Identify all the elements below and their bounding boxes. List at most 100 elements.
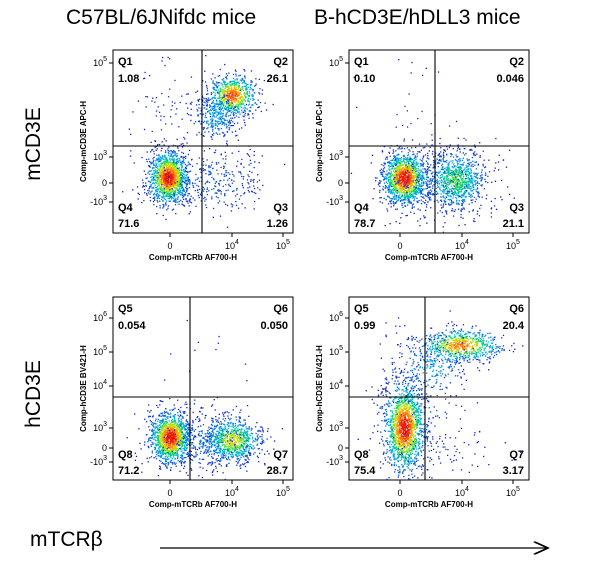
event-point bbox=[186, 93, 188, 95]
event-point bbox=[187, 200, 189, 202]
event-point bbox=[176, 192, 178, 194]
event-point bbox=[162, 156, 164, 158]
event-point bbox=[450, 189, 453, 191]
event-point bbox=[397, 190, 399, 193]
event-point bbox=[173, 193, 175, 195]
event-point bbox=[216, 103, 219, 105]
event-point bbox=[148, 170, 150, 172]
event-point bbox=[395, 167, 397, 169]
event-point bbox=[399, 181, 401, 184]
event-point bbox=[168, 175, 170, 178]
event-point bbox=[187, 182, 189, 184]
event-point bbox=[154, 199, 156, 201]
event-point bbox=[156, 167, 159, 169]
event-point bbox=[157, 189, 159, 191]
event-point bbox=[391, 198, 393, 200]
event-point bbox=[151, 179, 153, 181]
event-point bbox=[457, 202, 459, 204]
event-point bbox=[460, 178, 462, 180]
event-point bbox=[410, 173, 412, 175]
event-point bbox=[404, 165, 407, 168]
event-point bbox=[473, 179, 475, 181]
event-point bbox=[163, 172, 165, 174]
event-point bbox=[458, 169, 460, 172]
event-point bbox=[390, 183, 392, 186]
event-point bbox=[453, 193, 455, 196]
event-point bbox=[221, 83, 223, 85]
event-point bbox=[401, 157, 403, 159]
event-point bbox=[464, 171, 466, 173]
event-point bbox=[182, 178, 184, 180]
event-point bbox=[244, 82, 246, 84]
event-point bbox=[458, 196, 460, 198]
event-point bbox=[247, 95, 249, 97]
event-point bbox=[464, 167, 466, 169]
event-point bbox=[223, 91, 225, 93]
event-point bbox=[467, 165, 469, 167]
event-point bbox=[163, 163, 165, 165]
event-point bbox=[174, 179, 176, 181]
event-point bbox=[440, 181, 442, 183]
event-point bbox=[235, 70, 237, 72]
event-point bbox=[164, 160, 166, 162]
event-point bbox=[395, 174, 397, 177]
event-point bbox=[442, 181, 444, 183]
event-point bbox=[393, 160, 396, 162]
event-point bbox=[182, 176, 184, 178]
event-point bbox=[455, 184, 457, 186]
event-point bbox=[396, 173, 398, 175]
event-point bbox=[461, 203, 463, 205]
event-point bbox=[184, 170, 186, 172]
event-point bbox=[167, 192, 169, 194]
event-point bbox=[447, 176, 449, 178]
event-point bbox=[241, 78, 243, 80]
event-point bbox=[390, 172, 392, 174]
event-point bbox=[490, 207, 493, 209]
event-point bbox=[190, 114, 192, 116]
event-point bbox=[243, 95, 246, 97]
event-point bbox=[152, 158, 154, 160]
event-point bbox=[407, 154, 410, 156]
event-point bbox=[174, 165, 176, 167]
event-point bbox=[225, 124, 228, 126]
event-point bbox=[230, 100, 232, 102]
event-point bbox=[164, 198, 166, 201]
event-point bbox=[440, 151, 442, 153]
event-point bbox=[433, 184, 435, 186]
event-point bbox=[413, 158, 415, 160]
event-point bbox=[232, 80, 234, 82]
event-point bbox=[233, 175, 235, 177]
event-point bbox=[407, 171, 409, 173]
event-point bbox=[209, 112, 211, 114]
event-point bbox=[161, 181, 163, 183]
event-point bbox=[413, 175, 415, 177]
event-point bbox=[170, 181, 172, 183]
event-point bbox=[178, 181, 180, 183]
event-point bbox=[222, 91, 224, 93]
event-point bbox=[278, 213, 280, 216]
event-point bbox=[390, 185, 393, 187]
event-point bbox=[408, 159, 410, 161]
event-point bbox=[462, 217, 464, 219]
event-point bbox=[187, 178, 189, 180]
event-point bbox=[394, 158, 397, 160]
event-point bbox=[416, 190, 419, 192]
event-point bbox=[169, 192, 171, 195]
event-point bbox=[158, 183, 160, 185]
event-point bbox=[444, 167, 446, 170]
event-point bbox=[247, 99, 249, 101]
event-point bbox=[187, 172, 189, 174]
event-point bbox=[424, 168, 426, 170]
event-point bbox=[390, 201, 392, 203]
event-point bbox=[172, 208, 175, 210]
event-point bbox=[391, 174, 394, 177]
event-point bbox=[166, 193, 168, 195]
event-point bbox=[162, 177, 164, 180]
event-point bbox=[168, 200, 171, 202]
event-point bbox=[383, 182, 386, 184]
event-point bbox=[415, 191, 417, 193]
event-point bbox=[177, 147, 179, 149]
event-point bbox=[219, 113, 221, 115]
event-point bbox=[401, 147, 403, 149]
